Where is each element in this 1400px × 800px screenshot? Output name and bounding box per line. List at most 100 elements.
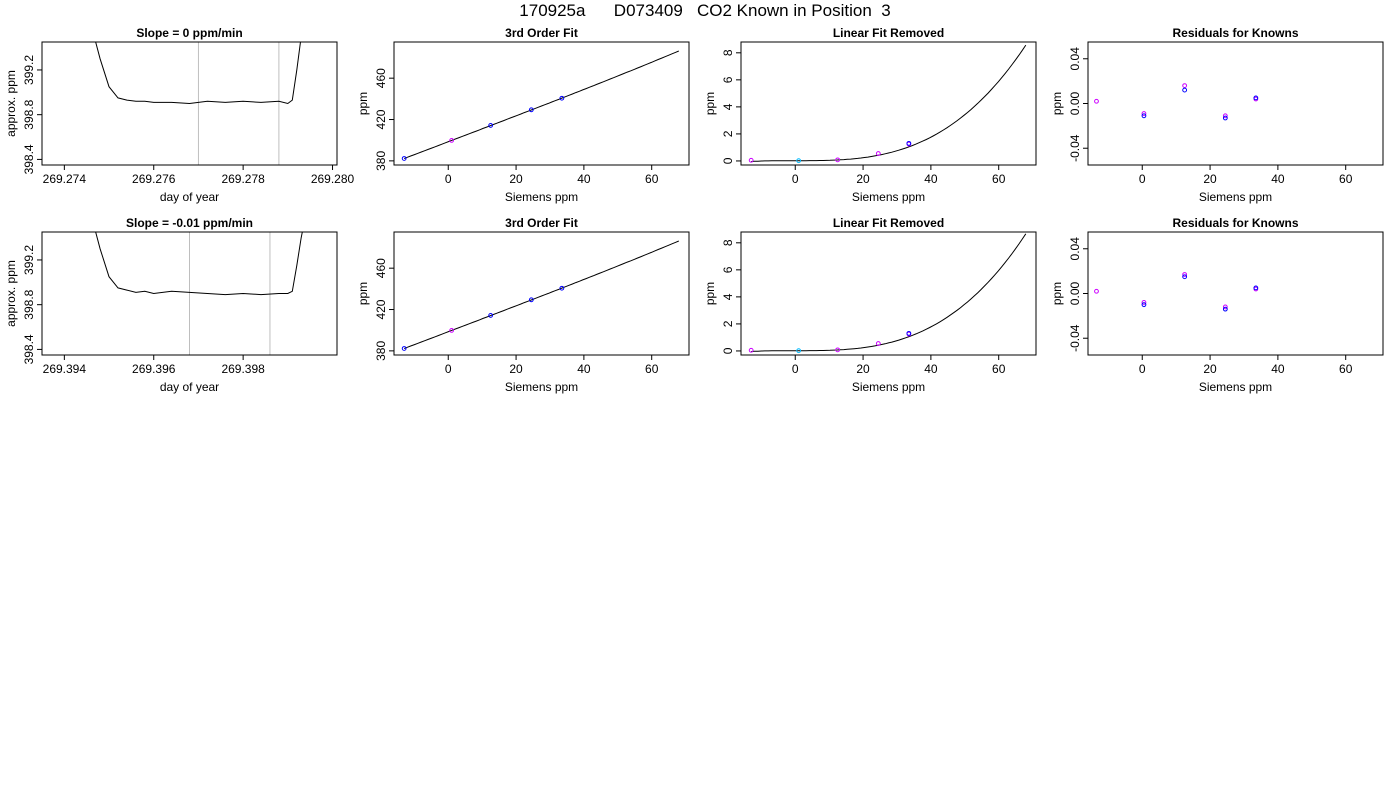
fit-curve <box>404 240 679 350</box>
y-axis-label: approx. ppm <box>4 70 18 137</box>
y-tick-label: 420 <box>374 299 388 319</box>
data-point <box>449 138 455 143</box>
panel-time-1: Slope = 0 ppm/min 269.274 269.276 269.278 26… <box>4 26 355 204</box>
series-line <box>95 42 301 105</box>
data-point <box>1182 272 1188 277</box>
x-tick-label: 20 <box>1203 362 1217 376</box>
y-tick-label: 460 <box>374 68 388 88</box>
x-tick-label: 0 <box>1139 362 1146 376</box>
x-axis-label: Siemens ppm <box>852 380 925 394</box>
data-point <box>796 158 802 164</box>
data-point <box>796 348 802 354</box>
x-tick-label: 40 <box>1271 362 1285 376</box>
data-point <box>1253 285 1259 291</box>
x-tick-label: 0 <box>445 172 452 186</box>
y-tick-label: 0.00 <box>1068 91 1082 115</box>
x-tick-label: 60 <box>645 172 659 186</box>
data-point <box>1222 304 1228 310</box>
page-title: 170925a D073409 CO2 Known in Position 3 <box>519 1 891 20</box>
data-point <box>875 341 881 346</box>
fit-curve <box>751 44 1027 162</box>
y-tick-label: 0.04 <box>1068 237 1082 261</box>
panel-time-2: Slope = -0.01 ppm/min 269.394 269.396 269.3… <box>4 216 338 394</box>
x-tick-label: 40 <box>577 362 591 376</box>
y-tick-label: 0.04 <box>1068 47 1082 71</box>
x-axis-label: Siemens ppm <box>1199 380 1272 394</box>
x-axis-label: Siemens ppm <box>505 380 578 394</box>
x-tick-label: 0 <box>1139 172 1146 186</box>
panel-title: 3rd Order Fit <box>505 216 578 230</box>
y-tick-label: 420 <box>374 109 388 129</box>
data-point <box>528 297 534 303</box>
data-point <box>528 107 534 113</box>
x-tick-label: 40 <box>1271 172 1285 186</box>
fit-curve <box>404 50 679 160</box>
y-tick-label: -0.04 <box>1068 324 1082 352</box>
y-tick-label: 398.8 <box>22 99 36 129</box>
x-tick-label: 40 <box>577 172 591 186</box>
panel-fit-1: 3rd Order Fit 0 20 40 60 380 420 460 Siemens ppm… <box>356 26 690 204</box>
panel-lin-2: Linear Fit Removed 0 20 40 60 0 2 4 6 8 Siemens pp… <box>703 216 1037 394</box>
plot-frame <box>1087 41 1384 166</box>
x-tick-label: 60 <box>992 362 1006 376</box>
data-point <box>1222 113 1228 119</box>
data-point <box>1094 98 1099 104</box>
x-tick-label: 60 <box>992 172 1006 186</box>
x-tick-label: 0 <box>792 172 799 186</box>
y-axis-label: ppm <box>1050 282 1064 305</box>
panel-fit-2: 3rd Order Fit 0 20 40 60 380 420 460 Siemens ppm… <box>356 216 690 394</box>
x-tick-label: 269.394 <box>43 362 87 376</box>
y-tick-label: 4 <box>721 103 735 110</box>
data-point <box>488 313 494 318</box>
y-tick-label: 399.2 <box>22 245 36 275</box>
panel-title: 3rd Order Fit <box>505 26 578 40</box>
y-tick-label: 380 <box>374 151 388 171</box>
y-tick-label: 2 <box>721 130 735 137</box>
x-axis-label: Siemens ppm <box>505 190 578 204</box>
data-point <box>1222 115 1228 121</box>
x-tick-label: 60 <box>1339 172 1353 186</box>
data-point <box>906 330 912 336</box>
x-tick-label: 60 <box>1339 362 1353 376</box>
data-point <box>906 140 912 146</box>
data-point <box>401 346 407 351</box>
data-point <box>1253 95 1259 101</box>
y-tick-label: 8 <box>721 239 735 246</box>
data-point <box>1182 83 1188 89</box>
panel-title: Residuals for Knowns <box>1172 26 1298 40</box>
x-tick-label: 269.398 <box>221 362 265 376</box>
x-tick-label: 269.280 <box>311 172 355 186</box>
x-axis-label: Siemens ppm <box>1199 190 1272 204</box>
x-tick-label: 20 <box>856 172 870 186</box>
y-tick-label: 398.4 <box>22 334 36 364</box>
panel-res-2: Residuals for Knowns 0 20 40 60 -0.04 0.00 0.04… <box>1050 216 1384 394</box>
x-tick-label: 269.396 <box>132 362 176 376</box>
y-axis-label: ppm <box>356 92 370 115</box>
x-tick-label: 20 <box>1203 172 1217 186</box>
y-tick-label: 4 <box>721 293 735 300</box>
y-tick-label: 460 <box>374 258 388 278</box>
y-axis-label: ppm <box>703 92 717 115</box>
y-tick-label: 6 <box>721 266 735 273</box>
data-point <box>488 123 494 128</box>
panel-res-1: Residuals for Knowns 0 20 40 60 -0.04 0.00 0.04… <box>1050 26 1384 204</box>
panel-title: Slope = 0 ppm/min <box>136 26 242 40</box>
y-axis-label: approx. ppm <box>4 260 18 327</box>
data-point <box>875 151 881 156</box>
data-point <box>559 95 565 101</box>
data-point <box>1141 111 1147 116</box>
y-tick-label: 0.00 <box>1068 281 1082 305</box>
fit-curve <box>751 233 1027 352</box>
plot-frame <box>393 41 690 166</box>
y-axis-label: ppm <box>1050 92 1064 115</box>
y-tick-label: 2 <box>721 320 735 327</box>
panel-lin-1: Linear Fit Removed 0 20 40 60 0 2 4 6 8 Siemens pp… <box>703 26 1037 204</box>
y-tick-label: 399.2 <box>22 55 36 85</box>
data-point <box>748 157 754 163</box>
y-tick-label: 398.8 <box>22 289 36 319</box>
data-point <box>1141 300 1147 305</box>
plot-frame <box>393 231 690 356</box>
data-point <box>1141 113 1147 119</box>
x-tick-label: 20 <box>509 362 523 376</box>
data-point <box>1141 302 1147 308</box>
